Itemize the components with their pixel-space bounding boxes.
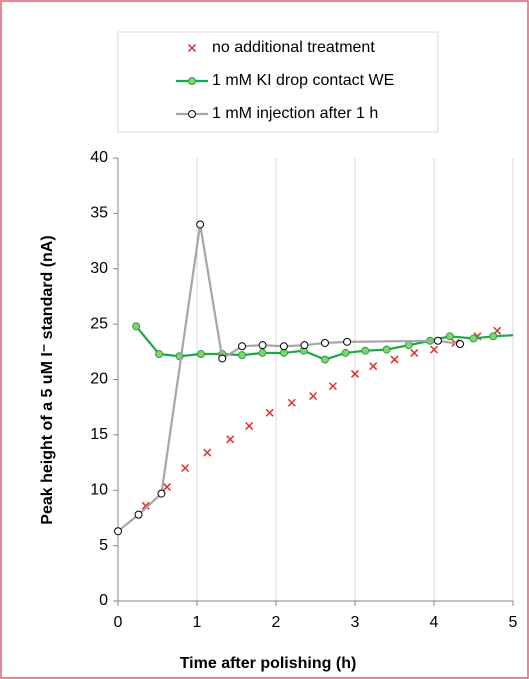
data-point [350, 369, 360, 378]
data-point [369, 362, 378, 371]
x-tick-label: 4 [430, 614, 439, 631]
data-point [433, 336, 442, 345]
y-tick-label: 30 [90, 260, 108, 277]
data-point [341, 348, 350, 357]
legend-marker [187, 43, 197, 53]
data-point [404, 341, 413, 350]
data-point [196, 220, 205, 229]
legend-box [117, 31, 439, 133]
data-point [469, 334, 478, 343]
data-point [382, 345, 391, 354]
data-point [196, 350, 205, 359]
y-axis-title: Peak height of a 5 uM I⁻ standard (nA) [39, 235, 56, 524]
data-point [203, 448, 212, 457]
x-tick-label: 3 [351, 614, 360, 631]
data-point [390, 355, 399, 364]
data-point [489, 332, 498, 341]
data-point [445, 332, 454, 341]
legend-label: no additional treatment [212, 39, 375, 56]
data-point [361, 346, 370, 355]
y-tick-label: 0 [99, 592, 108, 609]
data-point [141, 501, 150, 510]
legend-marker [188, 110, 196, 118]
data-point [328, 382, 337, 391]
data-point [238, 342, 247, 351]
y-tick-label: 15 [90, 426, 108, 443]
data-point [343, 337, 352, 346]
x-tick-label: 2 [272, 614, 281, 631]
x-tick-label: 5 [509, 614, 518, 631]
y-tick-label: 5 [99, 537, 108, 554]
y-tick-label: 20 [90, 371, 108, 388]
y-tick-label: 25 [90, 315, 108, 332]
data-point [245, 421, 254, 431]
data-point [279, 342, 288, 351]
x-tick-label: 1 [193, 614, 202, 631]
data-point [157, 489, 166, 498]
x-axis-title: Time after polishing (h) [180, 655, 357, 672]
data-point [287, 398, 296, 407]
data-point [258, 341, 267, 350]
data-point [309, 392, 318, 401]
data-point [300, 341, 309, 350]
data-point [132, 322, 141, 331]
data-point [429, 345, 439, 354]
data-point [162, 482, 172, 491]
data-point [258, 348, 267, 357]
legend-label: 1 mM injection after 1 h [212, 105, 378, 122]
data-point [155, 350, 164, 359]
data-point [279, 348, 288, 357]
data-point [226, 435, 235, 444]
data-point [181, 464, 190, 473]
data-point [265, 408, 274, 417]
data-point [320, 338, 329, 347]
data-point [410, 348, 419, 357]
y-tick-label: 35 [90, 205, 108, 222]
x-tick-label: 0 [114, 614, 123, 631]
y-tick-label: 10 [90, 481, 108, 498]
y-tick-label: 40 [90, 149, 108, 166]
data-point [238, 351, 247, 360]
legend-marker [188, 77, 196, 85]
data-point [456, 340, 465, 349]
data-point [218, 354, 227, 363]
data-point [134, 510, 143, 519]
legend-label: 1 mM KI drop contact WE [212, 72, 394, 89]
data-point [320, 355, 329, 364]
data-point [114, 527, 122, 536]
